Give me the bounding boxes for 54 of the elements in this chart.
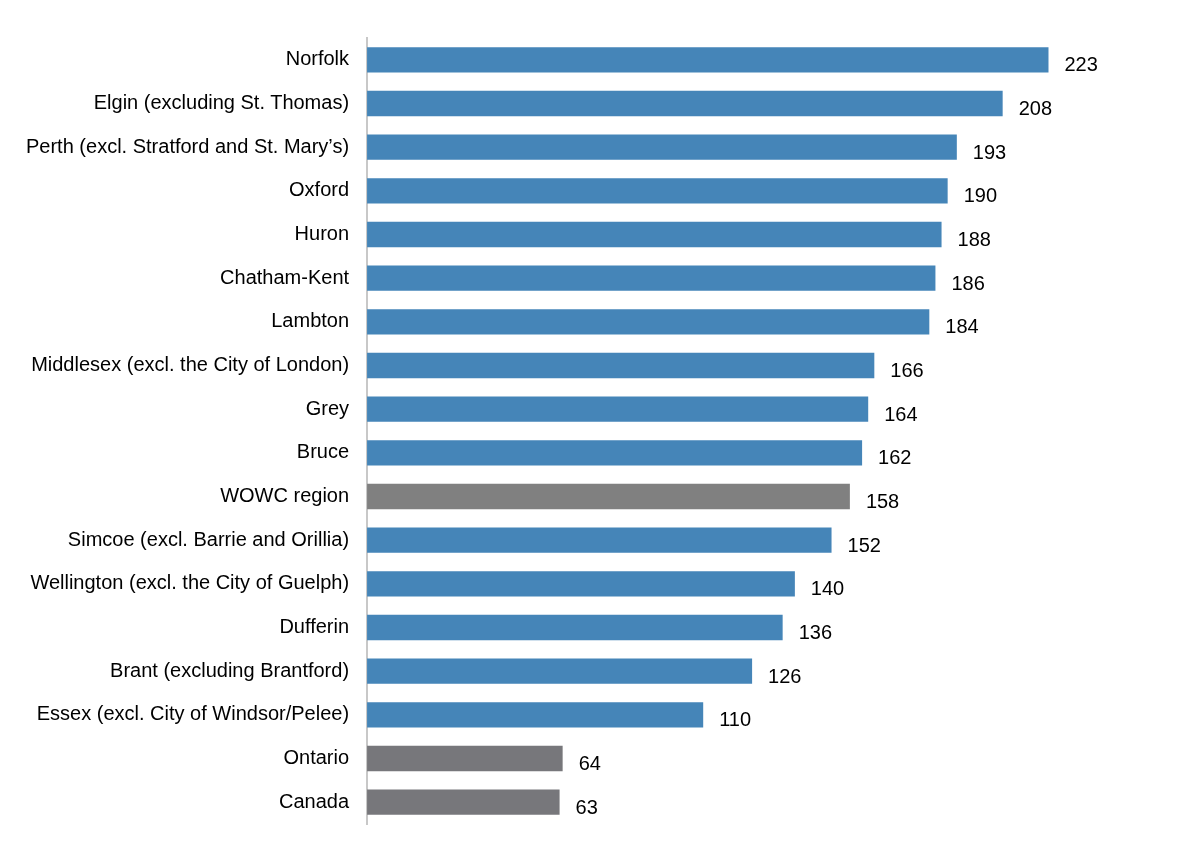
bar: [367, 221, 942, 248]
bar: [367, 789, 560, 815]
y-tick-label: Essex (excl. City of Windsor/Pelee): [36, 702, 350, 725]
data-label: 64: [578, 752, 601, 775]
y-tick-label: Wellington (excl. the City of Guelph): [30, 571, 350, 594]
y-tick-label: Chatham-Kent: [220, 265, 350, 288]
data-label: 188: [957, 228, 991, 251]
y-tick-label: Elgin (excluding St. Thomas): [93, 91, 350, 114]
bar: [367, 309, 930, 335]
y-tick-label: Ontario: [283, 746, 350, 769]
bar: [367, 134, 957, 160]
bar: [367, 702, 704, 728]
bar: [367, 440, 863, 466]
data-label: 190: [963, 184, 998, 207]
y-tick-label: Norfolk: [285, 47, 351, 70]
bar: [367, 90, 1003, 117]
y-tick-label: Bruce: [296, 440, 350, 463]
y-tick-label: Lambton: [271, 309, 350, 332]
bar: [367, 396, 869, 422]
y-tick-label: Perth (excl. Stratford and St. Mary’s): [26, 134, 350, 157]
data-label: 63: [575, 795, 598, 818]
y-tick-label: Grey: [305, 396, 350, 419]
bar: [367, 265, 936, 291]
bar: [367, 745, 563, 772]
data-label: 193: [972, 140, 1007, 163]
data-label: 162: [878, 446, 912, 469]
bar: [367, 47, 1049, 73]
bar: [367, 658, 753, 684]
bar: [367, 483, 850, 510]
y-tick-label: Oxford: [289, 178, 350, 201]
y-tick-label: Canada: [279, 789, 350, 812]
bar: [367, 527, 832, 553]
bar: [367, 614, 783, 641]
data-label: 126: [768, 664, 802, 687]
data-label: 208: [1018, 97, 1053, 120]
data-label: 166: [890, 359, 924, 382]
data-label: 164: [884, 402, 918, 425]
y-tick-label: WOWC region: [220, 484, 350, 507]
data-label: 186: [951, 271, 985, 294]
data-label: 158: [865, 490, 900, 513]
bar: [367, 352, 875, 379]
y-tick-label: Huron: [294, 222, 350, 245]
data-label: 152: [847, 533, 881, 556]
y-tick-label: Simcoe (excl. Barrie and Orillia): [67, 527, 350, 550]
y-tick-label: Dufferin: [279, 615, 350, 638]
y-tick-label: Brant (excluding Brantford): [110, 658, 350, 681]
bar: [367, 178, 948, 204]
data-label: 110: [719, 708, 752, 731]
y-tick-label: Middlesex (excl. the City of London): [31, 353, 350, 376]
data-label: 184: [945, 315, 979, 338]
bar: [367, 571, 795, 597]
data-label: 223: [1064, 53, 1098, 76]
data-label: 136: [798, 621, 833, 644]
data-label: 140: [810, 577, 845, 600]
